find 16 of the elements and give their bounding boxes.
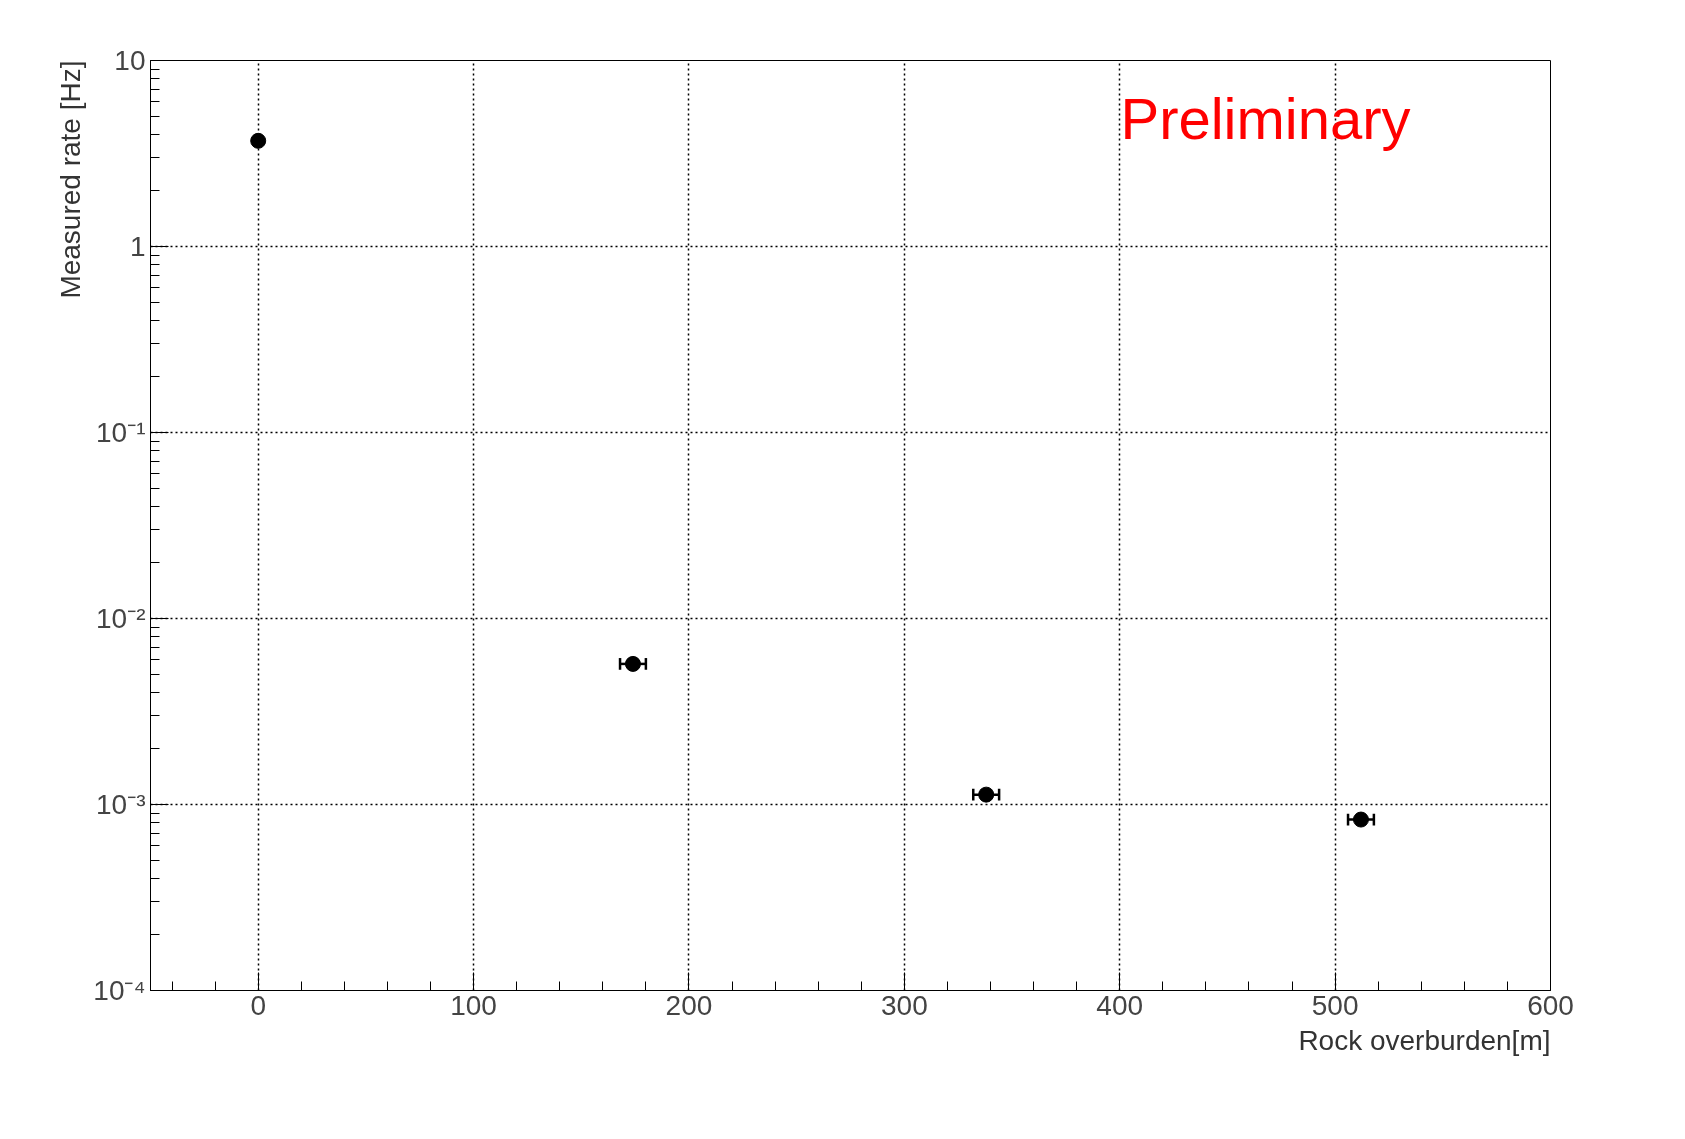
x-axis-title: Rock overburden[m] [1298, 1024, 1551, 1056]
x-tick-label: 600 [1527, 989, 1574, 1021]
y-tick-label: 10⁻³ [96, 789, 146, 820]
x-tick-label: 400 [1096, 989, 1144, 1021]
y-axis-title: Measured rate [Hz] [54, 60, 86, 299]
y-tick-label: 10⁻⁴ [93, 975, 146, 1006]
y-tick-label: 10⁻¹ [96, 417, 146, 448]
y-tick-label: 1 [129, 231, 146, 262]
annotation: Preliminary [1120, 85, 1411, 151]
x-tick-label: 300 [880, 989, 928, 1021]
y-tick-label: 10⁻² [96, 603, 146, 634]
x-tick-label: 500 [1311, 989, 1359, 1021]
x-tick-label: 0 [250, 989, 266, 1021]
y-tick-label: 10 [114, 45, 146, 76]
x-tick-label: 200 [665, 989, 713, 1021]
x-tick-label: 100 [450, 989, 497, 1021]
